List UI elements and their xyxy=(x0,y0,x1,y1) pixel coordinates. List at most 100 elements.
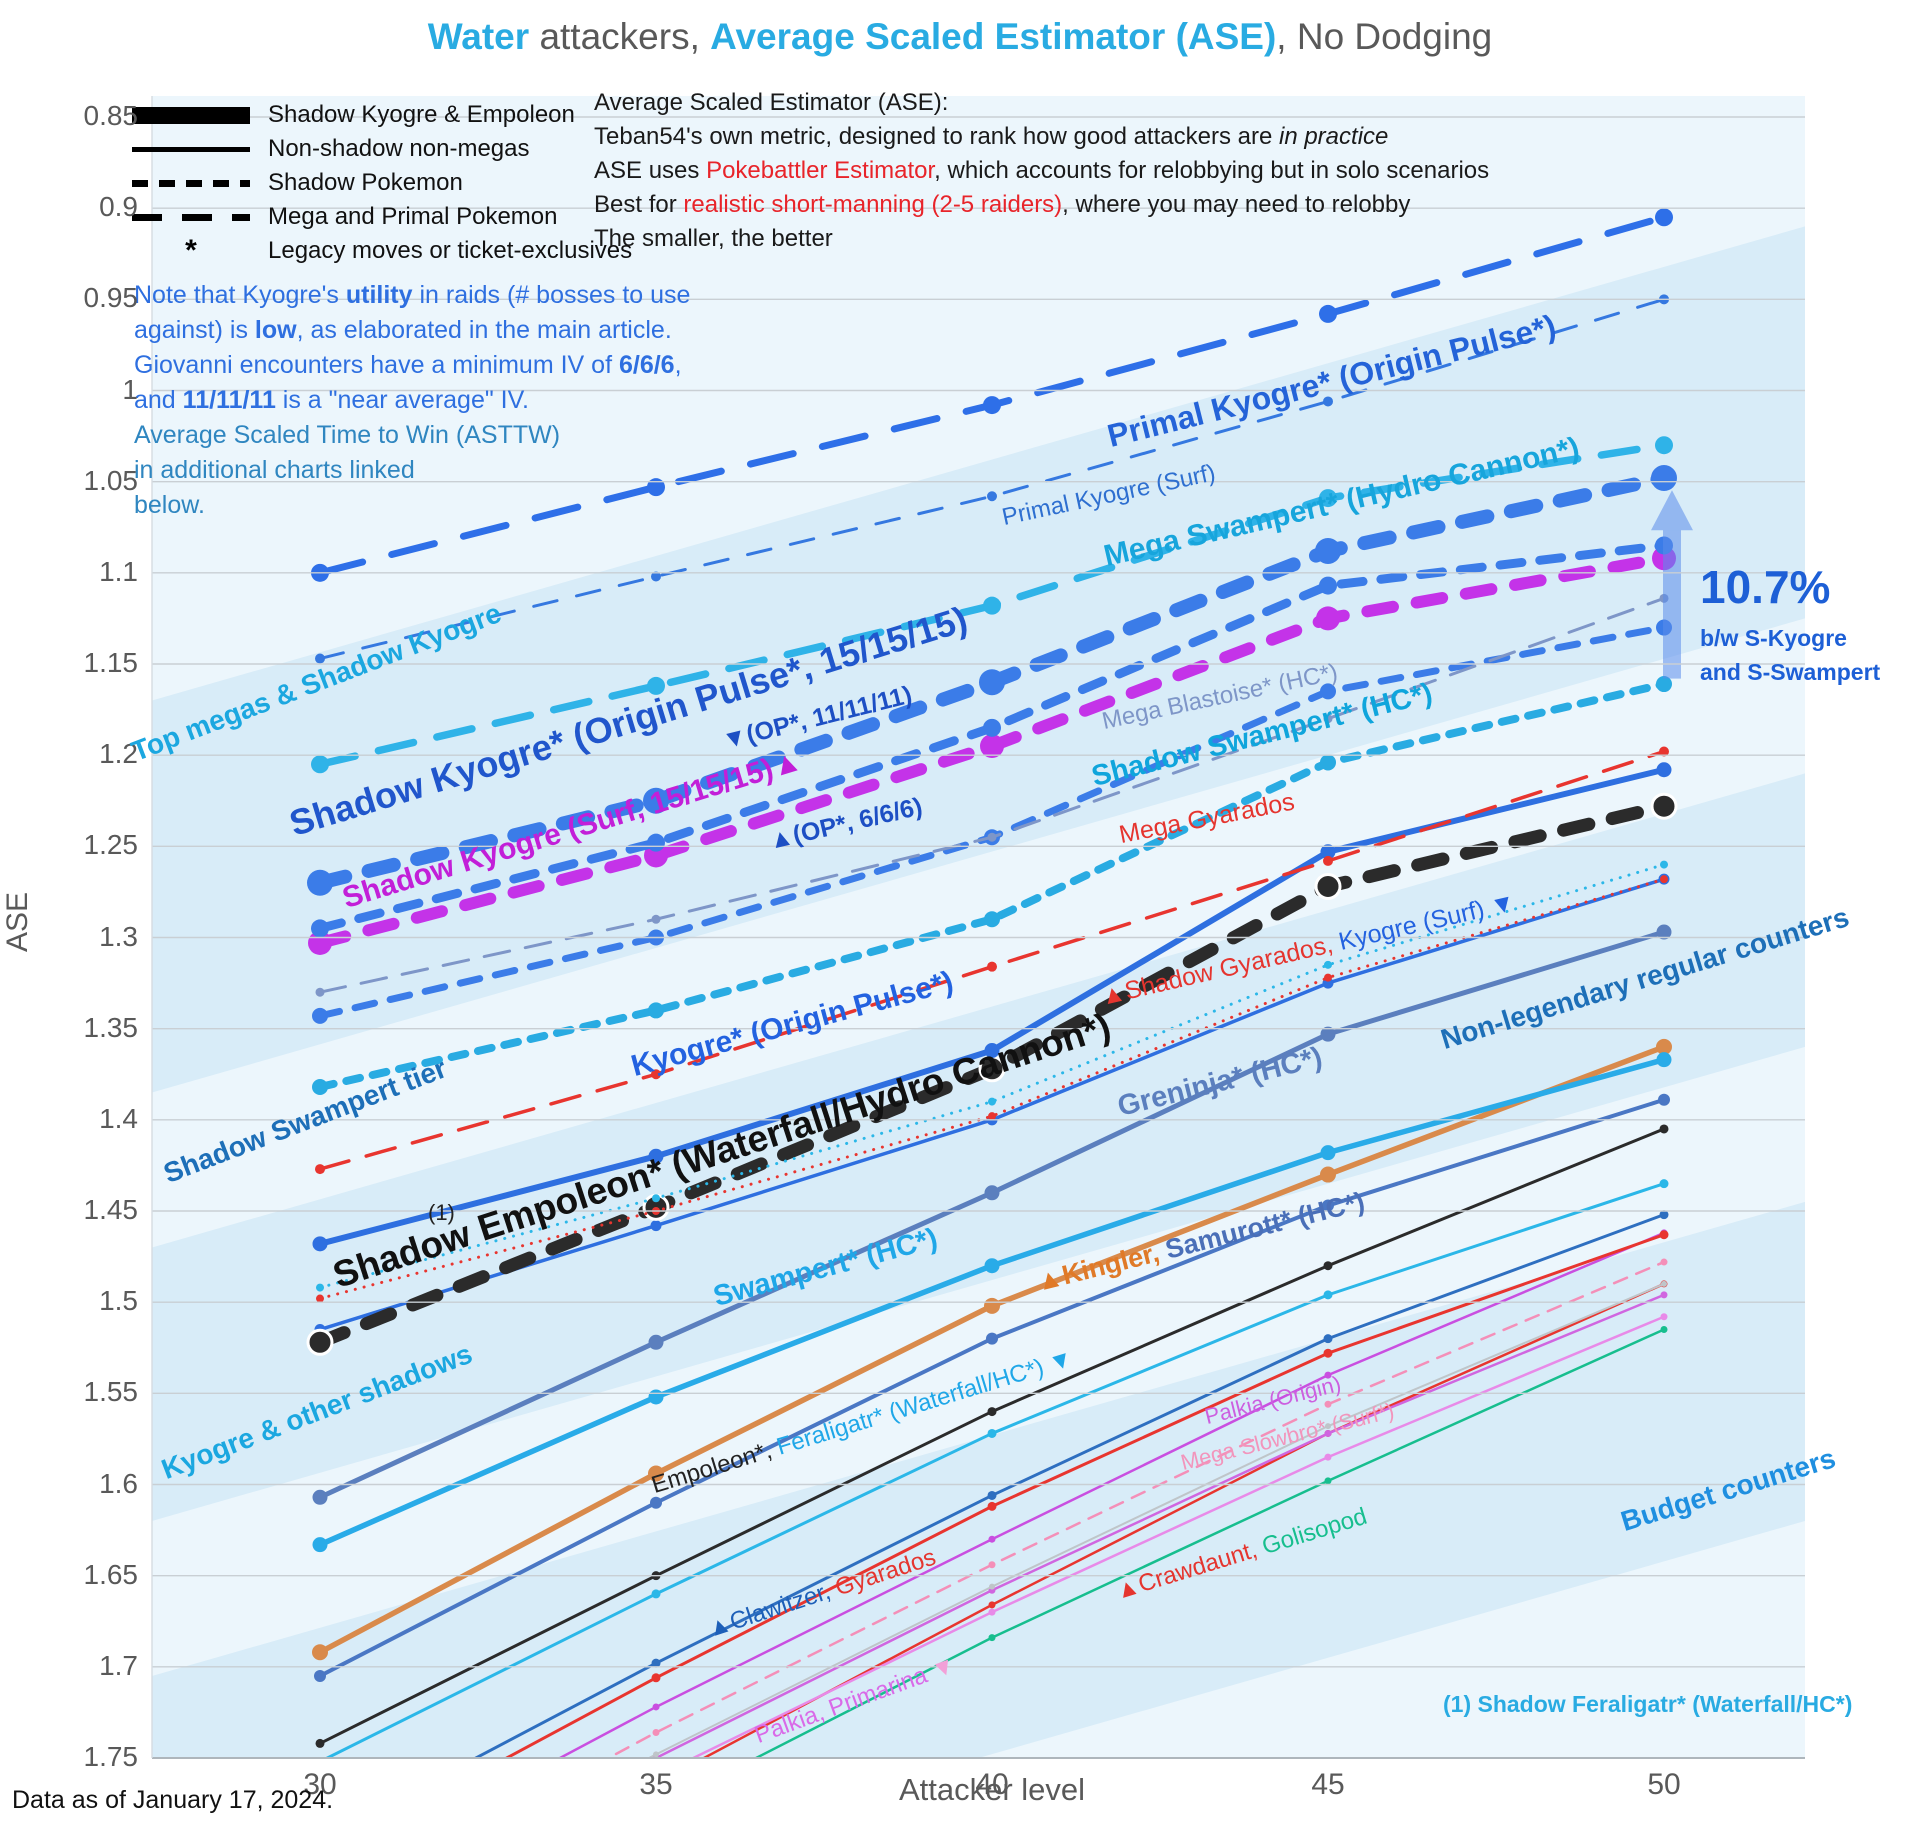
point-empoleon-30 xyxy=(315,1738,325,1748)
data-as-of-note: Data as of January 17, 2024. xyxy=(12,1786,334,1814)
point-mega-slowbro-surf-45 xyxy=(1324,1400,1332,1408)
text-line: below. xyxy=(134,488,690,523)
point-mega-blastoise-hc-45 xyxy=(1323,714,1333,724)
text-line: The smaller, the better xyxy=(594,222,1489,256)
series-shadow-gyarados xyxy=(316,875,1668,1303)
series-shadow-kyogre-op-15-15-15 xyxy=(307,465,1677,896)
y-tick-1.2: 1.2 xyxy=(99,738,138,770)
point-greninja-hc-35 xyxy=(648,1334,664,1350)
text-part: b/w S-Kyogre xyxy=(1700,625,1847,651)
legend-item-thick: Shadow Kyogre & Empoleon xyxy=(132,98,632,132)
point-clawitzer-40 xyxy=(987,1490,997,1500)
point-shadow-kyogre-op-15-15-15-30 xyxy=(307,869,333,896)
point-shadow-empoleon-waterfall-hydro-cannon-30 xyxy=(306,1328,334,1356)
footnote-1-marker: (1) xyxy=(428,1202,455,1224)
y-tick-0.95: 0.95 xyxy=(83,282,139,314)
text-part: Pokebattler Estimator xyxy=(706,157,935,184)
series-primal-kyogre-surf xyxy=(315,294,1669,664)
point-mega-gyarados-45 xyxy=(1323,855,1333,866)
text-part: utility xyxy=(345,281,413,309)
text-line: Best for realistic short-manning (2-5 ra… xyxy=(594,188,1489,222)
y-axis-title: ASE xyxy=(1,891,34,953)
point-palkia-origin-40 xyxy=(988,1535,996,1543)
point-swampert-hc-35 xyxy=(648,1389,664,1405)
point-shadow-feraligatr-waterfall-hc-35 xyxy=(652,1194,660,1203)
point-feraligatr-waterfall-hc-35 xyxy=(651,1589,661,1599)
series-gyarados xyxy=(503,1230,1669,1758)
point-mega-blastoise-hc-40 xyxy=(987,832,997,842)
point-primarina-45 xyxy=(1324,1453,1332,1461)
text-line: against) is low, as elaborated in the ma… xyxy=(134,313,690,348)
point-clawitzer-50 xyxy=(1659,1210,1669,1220)
text-part: is a "near average" IV. xyxy=(275,386,529,414)
text-part: ASE uses xyxy=(594,157,707,184)
series-mega-blastoise-hc xyxy=(315,593,1669,997)
point-primal-kyogre-origin-pulse-35 xyxy=(647,478,665,497)
point-feraligatr-waterfall-hc-45 xyxy=(1323,1290,1333,1300)
point-samurott-hc-40 xyxy=(986,1332,998,1345)
point-shadow-kyogre-op-11-11-11-40 xyxy=(983,718,1001,737)
series-primarina xyxy=(690,1313,1668,1758)
y-tick-0.85: 0.85 xyxy=(83,100,139,131)
point-kyogre-origin-pulse-35 xyxy=(648,1148,664,1164)
point-kyogre-origin-pulse-50 xyxy=(1656,762,1672,778)
point-kingler-35 xyxy=(648,1465,664,1482)
series-primal-kyogre-origin-pulse xyxy=(311,208,1673,582)
point-primal-kyogre-origin-pulse-50 xyxy=(1655,208,1673,227)
text-part: 11/11/11 xyxy=(182,386,276,414)
series-clawitzer xyxy=(472,1210,1669,1758)
point-mega-slowbro-surf-40 xyxy=(988,1561,996,1569)
point-kyogre-origin-pulse-30 xyxy=(312,1236,328,1252)
legend-dashed-line-sample xyxy=(132,179,250,187)
text-line: ASE uses Pokebattler Estimator, which ac… xyxy=(594,154,1489,188)
text-part: , which accounts for relobbying but in s… xyxy=(934,157,1490,184)
series-kingler xyxy=(312,1038,1672,1661)
series-samurott-hc xyxy=(314,1093,1670,1682)
plot-area xyxy=(152,208,1805,1813)
series-mega-slowbro-surf xyxy=(605,1258,1668,1758)
point-palkia-45 xyxy=(1324,1429,1332,1437)
y-tick-1.65: 1.65 xyxy=(83,1558,139,1590)
text-part: realistic short-manning (2-5 raiders) xyxy=(683,191,1063,218)
point-shadow-kyogre-op-15-15-15-40 xyxy=(979,669,1005,696)
point-empoleon-50 xyxy=(1659,1124,1669,1134)
point-mega-blastoise-hc-35 xyxy=(651,914,661,924)
text-part: Teban54's own metric, designed to rank h… xyxy=(594,123,1279,150)
point-shadow-kyogre-op-11-11-11-35 xyxy=(647,833,665,852)
x-tick-50: 50 xyxy=(1647,1768,1681,1801)
point-shadow-swampert-hc-40 xyxy=(984,911,1000,928)
text-part: , xyxy=(674,351,682,379)
point-samurott-hc-50 xyxy=(1658,1093,1670,1106)
point-mega-slowbro-surf-50 xyxy=(1660,1258,1668,1266)
point-samurott-hc-35 xyxy=(650,1496,662,1509)
point-shadow-kyogre-op-11-11-11-45 xyxy=(1319,576,1337,595)
text-line: Teban54's own metric, designed to rank h… xyxy=(594,120,1489,154)
point-feraligatr-waterfall-hc-40 xyxy=(987,1428,997,1438)
text-part: below. xyxy=(134,491,205,519)
series-shadow-swampert-hc xyxy=(312,676,1672,1096)
point-gyarados-40 xyxy=(987,1501,997,1511)
point-shadow-gyarados-50 xyxy=(1660,875,1668,884)
point-golisopod-35 xyxy=(653,1806,660,1813)
point-shadow-swampert-hc-50 xyxy=(1656,676,1672,693)
text-part: Best for xyxy=(594,191,684,218)
text-part: in additional charts linked xyxy=(134,456,415,484)
point-shadow-kyogre-op-15-15-15-45 xyxy=(1315,537,1341,564)
legend-longdash-line-sample xyxy=(132,213,250,221)
point-shadow-kyogre-op-6-6-6-30 xyxy=(312,1007,328,1024)
tier-band-2 xyxy=(152,1201,1805,1758)
text-line: and 11/11/11 is a "near average" IV. xyxy=(134,383,690,418)
point-shadow-kyogre-op-15-15-15-35 xyxy=(643,787,669,814)
point-mega-swampert-hydro-cannon-45 xyxy=(1319,489,1337,508)
point-mega-slowbro-surf-35 xyxy=(652,1728,660,1736)
series-mega-gyarados xyxy=(315,746,1669,1175)
point-shadow-kyogre-surf-15-15-15-40 xyxy=(980,734,1004,759)
text-line: Note that Kyogre's utility in raids (# b… xyxy=(134,278,690,313)
text-part: Average Scaled Estimator (ASE) xyxy=(710,16,1277,57)
point-kingler-40 xyxy=(984,1297,1000,1314)
series-shadow-empoleon-waterfall-hydro-cannon xyxy=(306,792,1678,1356)
tier-band-1 xyxy=(152,773,1805,1521)
point-swampert-hc-30 xyxy=(312,1537,328,1553)
